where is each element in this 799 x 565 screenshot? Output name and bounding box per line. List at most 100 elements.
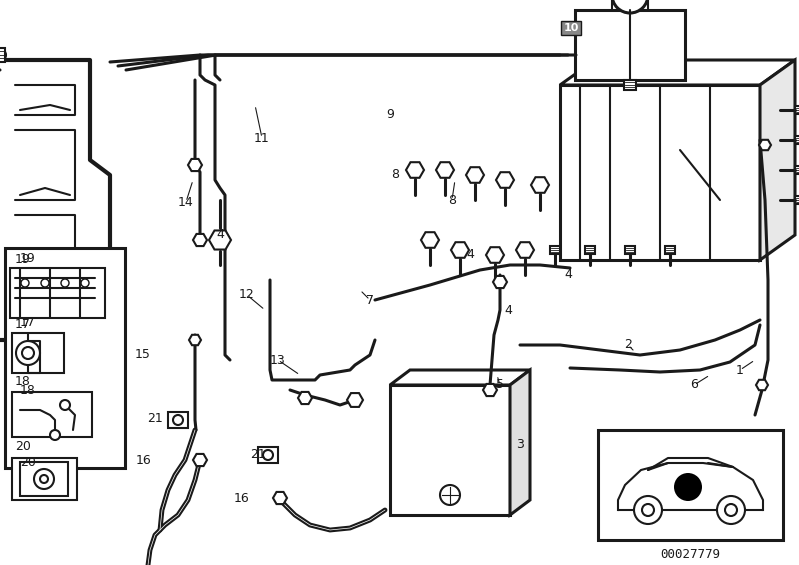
Text: 8: 8: [391, 168, 399, 181]
Bar: [625, 246, 635, 254]
Polygon shape: [560, 60, 795, 85]
Circle shape: [41, 279, 49, 287]
Circle shape: [486, 386, 494, 394]
Circle shape: [535, 180, 545, 190]
Polygon shape: [193, 234, 207, 246]
Bar: [168, 412, 188, 428]
Circle shape: [351, 396, 360, 405]
Polygon shape: [496, 172, 514, 188]
Circle shape: [81, 279, 89, 287]
Text: 18: 18: [15, 375, 31, 388]
Polygon shape: [189, 335, 201, 345]
Text: 3: 3: [516, 438, 524, 451]
Text: 19: 19: [15, 253, 30, 266]
Bar: [585, 246, 595, 254]
Polygon shape: [188, 159, 202, 171]
Circle shape: [759, 382, 765, 388]
Polygon shape: [486, 247, 504, 263]
Text: 12: 12: [239, 289, 255, 302]
Text: 11: 11: [254, 132, 270, 145]
Bar: [665, 246, 675, 254]
Circle shape: [425, 235, 435, 245]
Polygon shape: [516, 242, 534, 258]
Text: 16: 16: [234, 492, 250, 505]
Text: 20: 20: [20, 455, 36, 468]
Polygon shape: [756, 380, 768, 390]
Circle shape: [214, 234, 226, 246]
Polygon shape: [759, 140, 771, 150]
Text: 20: 20: [15, 440, 31, 453]
Circle shape: [301, 394, 309, 402]
Polygon shape: [531, 177, 549, 193]
Text: 18: 18: [20, 384, 36, 397]
Circle shape: [16, 341, 40, 365]
Circle shape: [60, 400, 70, 410]
Circle shape: [34, 469, 54, 489]
Bar: [598, 430, 783, 540]
Circle shape: [520, 245, 530, 255]
Bar: [5, 248, 125, 468]
Circle shape: [410, 165, 420, 175]
Circle shape: [196, 236, 204, 244]
Circle shape: [263, 450, 273, 460]
Bar: [795, 166, 799, 174]
Circle shape: [642, 504, 654, 516]
Text: 14: 14: [178, 195, 194, 208]
Polygon shape: [466, 167, 484, 183]
Text: 19: 19: [20, 251, 36, 264]
Bar: [10, 268, 105, 318]
Text: 2: 2: [624, 338, 632, 351]
Circle shape: [21, 279, 29, 287]
Text: 4: 4: [216, 228, 224, 241]
Circle shape: [500, 175, 510, 185]
Text: 21: 21: [147, 411, 163, 424]
Text: 10: 10: [563, 23, 578, 33]
Bar: [0, 48, 5, 62]
Text: 15: 15: [135, 349, 151, 362]
Bar: [550, 246, 560, 254]
Text: 21: 21: [250, 449, 266, 462]
Circle shape: [22, 347, 34, 359]
Circle shape: [634, 496, 662, 524]
Circle shape: [725, 504, 737, 516]
Polygon shape: [421, 232, 439, 248]
Text: 00027779: 00027779: [660, 547, 720, 560]
Circle shape: [192, 337, 198, 344]
Text: 1: 1: [736, 363, 744, 376]
Polygon shape: [209, 231, 231, 250]
Polygon shape: [510, 370, 530, 515]
Bar: [560, 85, 760, 260]
Bar: [20, 462, 68, 496]
Polygon shape: [483, 384, 497, 396]
Bar: [390, 385, 510, 515]
Polygon shape: [273, 492, 287, 504]
Bar: [575, 10, 685, 80]
Circle shape: [440, 485, 460, 505]
Text: 4: 4: [564, 268, 572, 281]
Text: 9: 9: [386, 108, 394, 121]
Circle shape: [455, 245, 465, 255]
Circle shape: [490, 250, 500, 260]
Polygon shape: [347, 393, 363, 407]
Circle shape: [674, 473, 702, 501]
Circle shape: [0, 49, 6, 61]
Text: 17: 17: [15, 318, 31, 331]
Polygon shape: [406, 162, 424, 178]
Text: 13: 13: [270, 354, 286, 367]
Circle shape: [173, 415, 183, 425]
Circle shape: [50, 430, 60, 440]
Text: 17: 17: [20, 315, 36, 328]
Text: 7: 7: [366, 293, 374, 306]
Bar: [12, 333, 64, 373]
Bar: [795, 136, 799, 144]
Text: 16: 16: [136, 454, 152, 467]
Bar: [258, 447, 278, 463]
Bar: [795, 196, 799, 204]
Circle shape: [276, 494, 284, 502]
Circle shape: [196, 456, 204, 464]
Polygon shape: [298, 392, 312, 404]
Circle shape: [440, 165, 450, 175]
Text: 4: 4: [504, 303, 512, 316]
Polygon shape: [193, 454, 207, 466]
Circle shape: [717, 496, 745, 524]
